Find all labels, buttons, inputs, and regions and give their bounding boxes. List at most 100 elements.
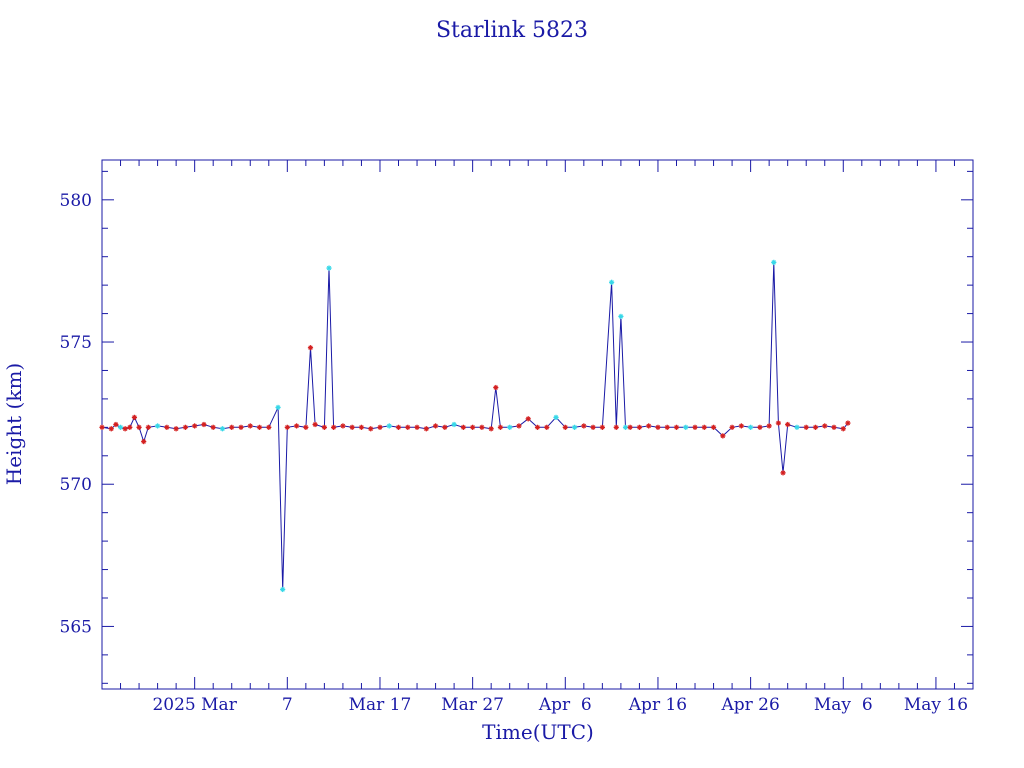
data-point bbox=[488, 426, 494, 432]
y-tick-label: 580 bbox=[60, 191, 92, 211]
data-point bbox=[136, 424, 142, 430]
data-point bbox=[581, 423, 587, 429]
data-point bbox=[571, 424, 578, 430]
data-point bbox=[599, 424, 605, 430]
data-point bbox=[442, 424, 448, 430]
data-point bbox=[229, 424, 235, 430]
x-tick-labels: 2025 Mar 7 Mar 17 Mar 27 Apr 6 Apr 16 Apr 26 Ma… bbox=[152, 695, 968, 715]
data-point bbox=[780, 470, 786, 476]
data-point bbox=[655, 424, 661, 430]
data-point bbox=[831, 424, 837, 430]
data-point bbox=[479, 424, 485, 430]
x-tick-label: May 16 bbox=[904, 695, 968, 715]
x-tick-label: Mar 17 bbox=[349, 695, 412, 715]
data-point bbox=[525, 416, 531, 422]
y-tick-label: 575 bbox=[60, 333, 92, 353]
data-point bbox=[395, 424, 402, 430]
data-point bbox=[201, 421, 207, 428]
data-point bbox=[349, 424, 355, 430]
data-point bbox=[794, 424, 800, 430]
y-tick-label: 570 bbox=[60, 475, 92, 495]
data-point bbox=[423, 426, 429, 432]
data-point bbox=[312, 421, 318, 428]
data-point bbox=[238, 424, 244, 430]
x-tick-label: Apr 26 bbox=[720, 695, 779, 715]
data-point bbox=[266, 424, 272, 430]
data-point bbox=[321, 424, 327, 430]
data-point bbox=[534, 424, 541, 430]
data-point bbox=[766, 423, 772, 429]
data-point bbox=[192, 423, 198, 429]
data-point bbox=[460, 424, 466, 430]
data-point bbox=[117, 424, 124, 430]
data-point bbox=[275, 404, 281, 411]
data-point bbox=[627, 424, 633, 430]
y-tick-labels: 565 570 575 580 bbox=[60, 191, 92, 638]
data-point bbox=[386, 423, 392, 429]
data-point bbox=[812, 424, 819, 430]
data-point bbox=[182, 424, 188, 430]
data-point bbox=[331, 424, 337, 430]
data-point bbox=[451, 421, 457, 428]
data-point bbox=[470, 424, 476, 430]
data-point bbox=[493, 384, 499, 391]
data-point bbox=[775, 420, 782, 426]
data-point bbox=[613, 424, 619, 430]
data-point bbox=[108, 426, 114, 432]
series-line-group bbox=[101, 262, 849, 590]
data-point bbox=[562, 424, 568, 430]
data-point bbox=[748, 424, 754, 430]
data-point bbox=[664, 424, 670, 430]
data-point bbox=[692, 424, 698, 430]
data-point bbox=[683, 424, 689, 430]
x-tick-label: 7 bbox=[282, 695, 293, 715]
data-point bbox=[293, 423, 300, 429]
data-point bbox=[113, 421, 119, 428]
data-point bbox=[516, 423, 522, 429]
data-point bbox=[822, 423, 828, 429]
x-axis-label: Time(UTC) bbox=[482, 720, 594, 744]
data-point bbox=[326, 265, 332, 271]
y-axis-label: Height (km) bbox=[2, 363, 26, 485]
data-point bbox=[710, 424, 717, 430]
data-point bbox=[432, 423, 439, 429]
data-point bbox=[414, 424, 420, 430]
x-tick-label: Mar 27 bbox=[441, 695, 504, 715]
data-point bbox=[358, 424, 365, 430]
data-point bbox=[673, 424, 680, 430]
data-point bbox=[368, 426, 374, 432]
data-point bbox=[256, 424, 263, 430]
data-point bbox=[590, 424, 596, 430]
data-point bbox=[210, 424, 216, 430]
data-point bbox=[636, 424, 643, 430]
data-points-group bbox=[99, 259, 851, 593]
x-tick-label: 2025 Mar bbox=[152, 695, 237, 715]
data-point bbox=[618, 313, 624, 320]
x-axis-ticks bbox=[101, 160, 974, 689]
data-point bbox=[145, 424, 151, 430]
data-point bbox=[553, 414, 559, 420]
y-tick-label: 565 bbox=[60, 617, 92, 637]
data-point bbox=[729, 424, 735, 430]
data-point bbox=[219, 426, 226, 432]
data-point bbox=[497, 424, 504, 430]
data-point bbox=[785, 421, 791, 428]
chart-title: Starlink 5823 bbox=[436, 18, 588, 43]
data-point bbox=[284, 424, 290, 430]
data-point bbox=[173, 426, 179, 432]
data-point bbox=[307, 345, 314, 351]
x-tick-label: Apr 16 bbox=[628, 695, 687, 715]
data-point bbox=[131, 414, 138, 420]
data-point bbox=[303, 424, 309, 430]
data-point bbox=[141, 438, 147, 445]
y-axis-ticks bbox=[102, 170, 973, 684]
data-point bbox=[340, 423, 346, 429]
data-point bbox=[122, 426, 128, 432]
data-point bbox=[377, 424, 383, 430]
data-point bbox=[544, 424, 550, 430]
data-point bbox=[701, 424, 707, 430]
data-point bbox=[757, 424, 763, 430]
data-point bbox=[507, 424, 513, 430]
data-point bbox=[803, 424, 809, 430]
x-tick-label: Apr 6 bbox=[538, 695, 592, 715]
